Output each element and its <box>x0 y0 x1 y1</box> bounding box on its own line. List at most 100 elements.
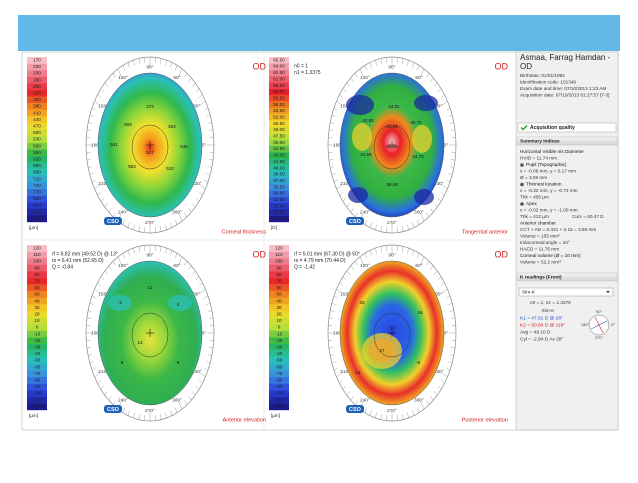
compass-label: 270° <box>387 408 397 414</box>
scale-label: 560 <box>33 143 41 148</box>
map-title: Anterior elevation <box>222 417 266 423</box>
scale-label: 38.50 <box>273 172 285 177</box>
scale-label: 50 <box>276 292 282 297</box>
summary-line: Thinnest location <box>526 182 562 187</box>
scale-label: 530 <box>33 137 41 142</box>
scale-label: 34.00 <box>273 191 285 196</box>
logo: CSO <box>107 219 120 225</box>
map-zone <box>352 123 372 151</box>
bullet-icon <box>520 163 524 167</box>
scale-label: 800 <box>33 196 41 201</box>
scale-label: 32.50 <box>273 197 285 202</box>
scale-label: -30 <box>34 345 41 350</box>
map-value: 41.56 <box>360 152 372 157</box>
summary-line: Corneal volume (Ø = 10 mm) <box>520 253 581 258</box>
map-value: 42.83 <box>362 118 374 123</box>
section-title: K readings (Front) <box>520 274 562 280</box>
map-value: 503 <box>128 164 136 169</box>
scale-label: -40 <box>276 351 283 356</box>
scale-label: -120 <box>274 404 284 409</box>
scale-label: 64.00 <box>273 64 285 69</box>
scale-label: 680 <box>33 170 41 175</box>
compass-label: 60° <box>173 75 180 81</box>
scale-label: 44.50 <box>273 146 285 151</box>
k-select-value: Sim-K <box>522 289 536 295</box>
scale-unit: [D] <box>271 225 277 230</box>
map-value: 517 <box>146 150 154 155</box>
scale-label: 740 <box>33 183 41 188</box>
scale-label: 100 <box>33 259 41 264</box>
scale-label: 470 <box>33 124 41 129</box>
scale-label: 50.50 <box>273 121 285 126</box>
compass-label: 300° <box>172 210 182 216</box>
scale-label: -90 <box>34 384 41 389</box>
compass-label: 240° <box>118 210 128 216</box>
banner <box>18 15 620 51</box>
bullet-icon <box>520 202 524 206</box>
scale-label: -50 <box>34 358 41 363</box>
map-value: 541 <box>110 142 118 147</box>
scale-label: 60 <box>276 285 282 290</box>
map-info: rs = 6.41 mm (52.65 D) <box>52 258 104 264</box>
map-info: n1 = 1.3375 <box>294 70 321 76</box>
scale-label: 55.00 <box>273 102 285 107</box>
scale-label: 30 <box>34 305 40 310</box>
scale-label: -90 <box>276 384 283 389</box>
scale-label: 62.50 <box>273 70 285 75</box>
scale-unit: [µm] <box>271 413 280 418</box>
scale-label: -70 <box>34 371 41 376</box>
summary-line: Volume = 52.2 mm³ <box>520 260 561 265</box>
map-info: Q = -0.84 <box>52 264 73 270</box>
compass-label: 60° <box>415 263 422 269</box>
scale-unit: [µm] <box>29 225 38 230</box>
scale-label: 860 <box>33 209 41 214</box>
scale-label: 60 <box>34 285 40 290</box>
scale-label: 500 <box>33 130 41 135</box>
summary-line: x = -0.06 mm, y = 0.17 mm <box>520 169 576 174</box>
scale-label: 40 <box>276 298 282 303</box>
scale-label: 46.00 <box>273 140 285 145</box>
scale-label: 56.50 <box>273 95 285 100</box>
map-zone <box>348 187 368 203</box>
summary-line: Anterior chamber <box>520 221 556 226</box>
scale-label: 47.50 <box>273 134 285 139</box>
scale-label: 70 <box>276 279 282 284</box>
map-value: -2 <box>118 300 122 305</box>
scale-label: 59.50 <box>273 83 285 88</box>
map-title: Tangential anterior <box>462 229 508 235</box>
scale-label: 830 <box>33 203 41 208</box>
compass-label: 300° <box>414 398 424 404</box>
scale-label: 770 <box>33 190 41 195</box>
scale-label: 620 <box>33 157 41 162</box>
scale-label: 100 <box>275 259 283 264</box>
map-value: 33 <box>359 300 365 305</box>
compass-label: 60° <box>415 75 422 81</box>
compass-label: 120° <box>360 75 370 81</box>
map-value: 510 <box>166 166 174 171</box>
map-zone <box>414 95 438 111</box>
map-value: 13 <box>137 340 143 345</box>
k-line: Cyl = -2.94 D Ax 28° <box>520 336 563 342</box>
scale-label: 890 <box>33 216 41 221</box>
summary-line: Apex <box>526 201 537 206</box>
map-value: 18 <box>417 310 423 315</box>
scale-label: 49.00 <box>273 127 285 132</box>
scale-label: 61.00 <box>273 76 285 81</box>
compass-label: 300° <box>414 210 424 216</box>
scale-label: 28.00 <box>273 216 285 221</box>
summary-line: HVID = 11.74 mm <box>520 156 557 161</box>
map-value: -9 <box>416 360 420 365</box>
compass-label: 240° <box>360 210 370 216</box>
scale-label: 20 <box>276 312 282 317</box>
scale-label: 380 <box>33 104 41 109</box>
scale-label: -20 <box>34 338 41 343</box>
scale-label: 0 <box>278 325 281 330</box>
eye-label: OD <box>495 61 509 71</box>
map-title: Corneal thickness <box>222 229 267 235</box>
scale-label: 70 <box>34 279 40 284</box>
eye-label: OD <box>495 249 509 259</box>
patient-name: Asmaa, Farrag Hamdan - <box>520 53 611 62</box>
dial-label: 270° <box>595 335 604 340</box>
compass-label: 300° <box>172 398 182 404</box>
summary-line: CCT + AD = 0.431 + 3.15 = 3.58 mm <box>520 227 596 232</box>
